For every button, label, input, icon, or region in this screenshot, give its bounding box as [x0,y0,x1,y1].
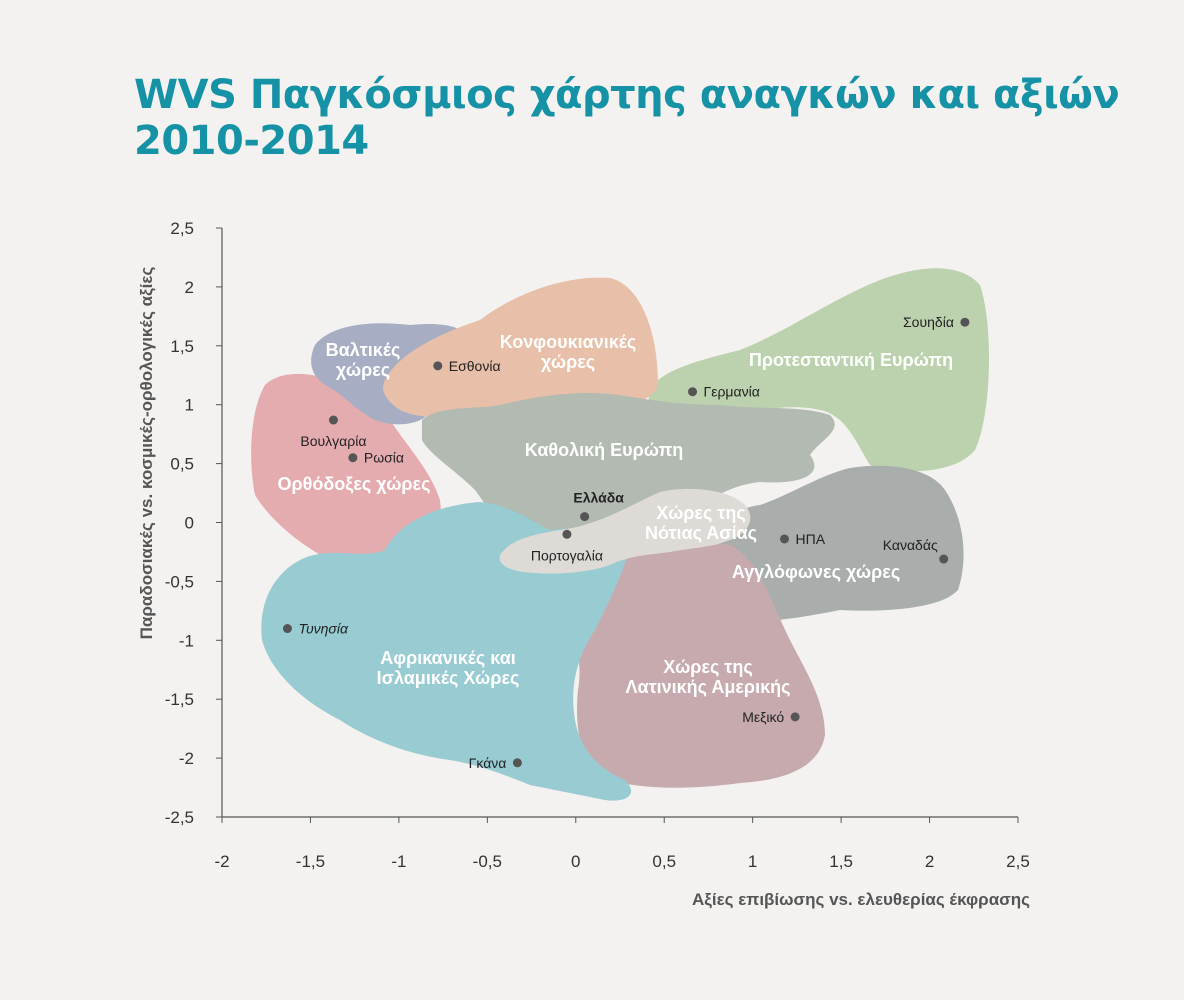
y-tick-label: 1,5 [170,337,194,356]
data-point [282,624,292,634]
x-tick-label: 1,5 [829,852,853,871]
y-tick-label: -1 [179,631,194,650]
x-tick-label: 0 [571,852,580,871]
region-label-line: Βαλτικές [326,340,401,360]
region-label: Αγγλόφωνες χώρες [732,562,900,582]
data-point-label: Σουηδία [903,314,954,330]
region-label: Κονφουκιανικές χώρες [500,332,637,372]
x-tick-label: 2 [925,852,934,871]
region-label-line: Χώρες της [663,657,752,677]
region-label-line: Προτεσταντική Ευρώπη [749,350,953,370]
region-label: Προτεσταντική Ευρώπη [749,350,953,370]
data-point-label: Καναδάς [883,537,938,553]
y-tick-label: 2 [185,278,194,297]
region-label-line: Λατινικής Αμερικής [626,677,791,697]
y-axis-label: Παραδοσιακές vs. κοσμικές-ορθολογικές αξ… [137,267,156,640]
data-point-label: Μεξικό [742,709,784,725]
x-tick-label: -2 [214,852,229,871]
region-label-line: Αφρικανικές και [380,648,516,668]
region-latin-america [574,539,825,788]
region-label-line: Νότιας Ασίας [645,523,757,543]
y-tick-label: 0 [185,514,194,533]
data-point-label: Ελλάδα [573,490,624,506]
data-point-label: Εσθονία [449,358,501,374]
region-label: Χώρες της Λατινικής Αμερικής [626,657,791,697]
chart-title: WVS Παγκόσμιος χάρτης αναγκών και αξιών … [134,72,1134,164]
region-label-line: Ορθόδοξες χώρες [278,474,431,495]
data-point [780,534,790,544]
x-axis-label: Αξίες επιβίωσης vs. ελευθερίας έκφρασης [692,890,1030,909]
region-label-line: χώρες [541,352,595,372]
data-point [328,415,338,425]
region-label-line: Αγγλόφωνες χώρες [732,562,900,582]
x-tick-label: -0,5 [473,852,502,871]
y-tick-label: 1 [185,396,194,415]
region-catholic-europe [422,393,835,542]
x-tick-label: -1,5 [296,852,325,871]
data-point [960,317,970,327]
data-point-label: Πορτογαλία [531,547,603,563]
x-tick-label: 1 [748,852,757,871]
y-tick-label: -0,5 [165,572,194,591]
data-point [512,758,522,768]
region-south-asia [499,488,751,574]
region-label-line: χώρες [336,360,390,380]
data-point-label: ΗΠΑ [796,531,826,547]
region-label-line: Καθολική Ευρώπη [525,440,684,460]
y-tick-label: -1,5 [165,690,194,709]
region-african-islamic [261,502,632,801]
region-label: Ορθόδοξες χώρες [278,474,431,495]
data-point-label: Βουλγαρία [300,433,366,449]
chart-title-line1: WVS Παγκόσμιος χάρτης αναγκών και αξιών [134,72,1120,118]
x-tick-label: 2,5 [1006,852,1030,871]
chart-title-line2: 2010-2014 [134,118,369,164]
x-tick-label: 0,5 [652,852,676,871]
y-tick-label: -2 [179,749,194,768]
data-point [688,387,698,397]
data-point [790,712,800,722]
data-point [580,512,590,522]
y-tick-label: 0,5 [170,455,194,474]
data-point [348,453,358,463]
region-label-line: Κονφουκιανικές [500,332,637,352]
data-point-label: Γερμανία [704,384,760,400]
region-layer [251,268,990,801]
region-label-line: Χώρες της [656,503,745,523]
region-protestant-europe [648,268,990,472]
region-label: Βαλτικές χώρες [326,340,401,380]
region-label: Χώρες της Νότιας Ασίας [645,503,757,543]
data-point-label: Ρωσία [364,450,404,466]
x-tick-label: -1 [391,852,406,871]
axes-layer: 2,5 2 1,5 1 0,5 0 -0,5 -1 -1,5 -2 -2,5 -2 -1,5 -1 -0,5… [165,219,1030,871]
data-point [433,361,443,371]
y-tick-label: 2,5 [170,219,194,238]
data-point-label: Γκάνα [469,755,507,771]
region-label: Καθολική Ευρώπη [525,440,684,460]
y-tick-label: -2,5 [165,808,194,827]
region-label-line: Ισλαμικές Χώρες [377,668,520,688]
data-point [939,554,949,564]
region-confucian [383,277,658,417]
data-point [562,529,572,539]
region-label: Αφρικανικές και Ισλαμικές Χώρες [377,648,520,688]
data-point-label: Τυνησία [298,621,349,637]
